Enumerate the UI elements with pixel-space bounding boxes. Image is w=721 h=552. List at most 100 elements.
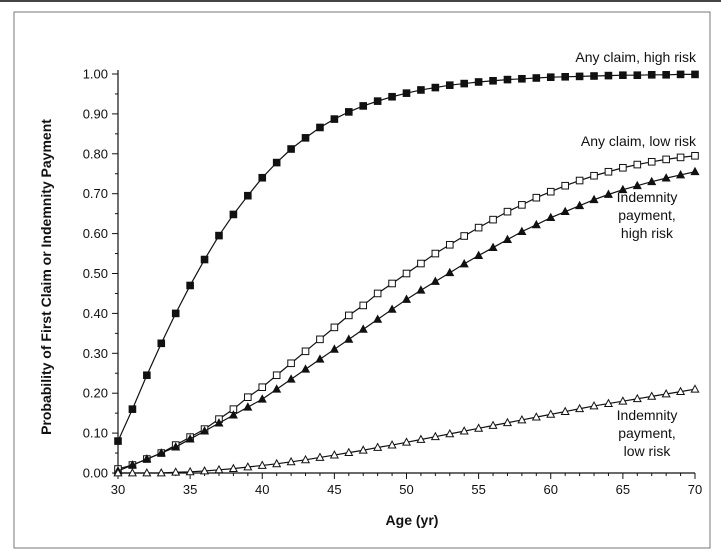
top-rule [0,0,721,2]
x-tick-label: 50 [399,482,413,497]
y-tick-label: 0.50 [83,266,108,281]
series-4-point [575,403,585,413]
series-2-point [330,323,339,332]
series-2-line [117,155,696,470]
series-1-point [474,78,483,86]
series-2-point [460,232,468,240]
series-1-point [676,70,685,79]
series-3-point [329,344,339,353]
series-1-point [114,437,122,445]
series-2-point [489,215,497,224]
chart-frame [13,11,711,549]
series-4-point [200,466,210,475]
series-1-point [662,70,670,79]
series-2-point [359,301,368,310]
series-4-point [401,437,412,446]
x-axis-title: Age (yr) [386,512,439,528]
series-2-point [474,223,483,232]
series-4-point [416,434,426,443]
y-tick-label: 0.90 [83,106,108,121]
series-3 [113,166,700,475]
series-3-point [531,219,541,229]
x-tick-label: 35 [183,482,197,497]
series-4-point [257,460,267,469]
series-3-point [185,434,195,443]
series-3-point [387,304,397,313]
series-2-point [316,335,324,344]
series-1-point [417,86,425,94]
series-4-point [358,445,368,454]
series-4-point [373,442,383,451]
x-tick-label: 65 [616,482,630,497]
axes: 0.00 0.10 0.20 0.30 0.40 0.50 0.60 0.70 0.80 0.90… [83,67,703,498]
series-3-point [502,234,513,243]
series-layer [113,70,700,477]
series-3-point [647,176,657,186]
series-1-point [518,74,526,83]
series-3-point [401,294,412,303]
series-1-point [546,73,555,81]
series-2-point [301,347,310,356]
x-tick-label: 30 [111,482,125,497]
series-4-point [156,468,166,477]
series-2-point [691,151,699,160]
series-2-point [633,160,642,169]
series-4-point [690,384,700,393]
series-1-point [215,231,223,240]
series-3-point [358,324,368,333]
series-2-label: Any claim, low risk [581,133,697,149]
series-3-point [257,394,267,403]
series-3-point [142,454,152,463]
series-2-point [244,393,252,401]
series-4-point [632,393,642,403]
series-1-point [691,70,699,79]
series-3-point [171,442,181,451]
series-4-point [676,386,686,396]
series-2-point [676,153,685,162]
series-1-point [330,115,339,123]
series-2-point [619,163,627,172]
series-2-point [417,259,425,268]
x-tick-label: 60 [544,482,558,497]
series-1-point [359,102,368,110]
series-3-point [373,314,383,323]
series-2-point [518,201,526,209]
series-1 [114,70,699,445]
series-3-point [488,242,498,251]
series-4-label: low risk [624,443,672,459]
series-2-point [503,207,512,216]
series-3-point [474,250,484,259]
series-1-point [619,71,627,79]
series-2-point [287,359,295,368]
series-1-point [272,158,281,167]
y-tick-label: 0.40 [83,306,108,321]
series-2-point [345,311,353,320]
series-4-point [228,463,238,473]
series-1-point [143,371,151,380]
series-1-point [128,405,137,413]
series-4-point [315,452,325,461]
series-1-point [460,79,468,88]
series-3-point [459,258,469,268]
series-4-point [286,456,296,466]
series-2-point [590,171,598,180]
series-3-point [286,374,296,383]
series-2-point [445,240,454,249]
series-1-point [647,70,656,79]
y-tick-label: 0.20 [83,386,108,401]
series-2-point [647,157,656,166]
series-3-point [272,384,282,393]
series-3-point [127,460,137,469]
series-1-point [373,97,382,105]
series-4-point [344,447,354,457]
series-3-point [300,364,311,373]
series-1-point [503,75,512,84]
series-4-label: Indemnity [617,407,678,423]
series-4-point [618,396,628,405]
series-4-point [546,409,556,418]
y-tick-label: 0.10 [83,426,108,441]
series-3-point [200,426,210,435]
series-1-point [445,81,454,89]
series-2-point [561,181,569,190]
series-3-label: high risk [621,225,674,241]
